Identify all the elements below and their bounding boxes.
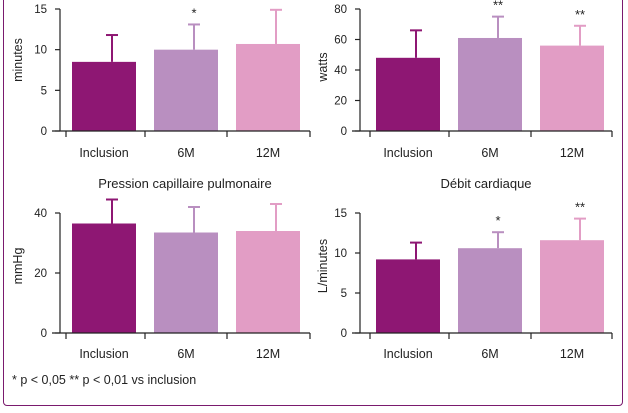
panel1-bar-2 bbox=[154, 49, 218, 131]
panel3-category-label: Inclusion bbox=[79, 347, 128, 361]
panel2-ytick-label: 20 bbox=[334, 96, 347, 108]
panel4-ylabel: L/minutes bbox=[316, 239, 330, 293]
panel4-category-label: 12M bbox=[560, 347, 584, 361]
panel4-bar-1 bbox=[376, 259, 440, 333]
panel1-significance-3: * bbox=[273, 0, 278, 6]
panel2-category-label: 12M bbox=[560, 146, 584, 160]
panel3-category-label: 6M bbox=[177, 347, 194, 361]
panel4-category-label: 6M bbox=[481, 347, 498, 361]
panel4-significance-2: * bbox=[495, 213, 500, 228]
panel4-ytick-label: 15 bbox=[334, 208, 347, 220]
panel3-category-label: 12M bbox=[256, 347, 280, 361]
panel1-ytick-label: 0 bbox=[41, 126, 47, 138]
panel2-ytick-label: 60 bbox=[334, 35, 347, 47]
panel1-ytick-label: 5 bbox=[41, 85, 47, 97]
panel2-bar-1 bbox=[376, 57, 440, 131]
panel2-ytick-label: 40 bbox=[334, 65, 347, 77]
panel3-ylabel: mmHg bbox=[11, 248, 25, 285]
panel2-significance-2: ** bbox=[493, 0, 503, 13]
panel3-ytick-label: 40 bbox=[34, 208, 47, 220]
panel3-bar-1 bbox=[72, 223, 136, 333]
panel2-category-label: 6M bbox=[481, 146, 498, 160]
panel1-significance-2: * bbox=[191, 5, 196, 20]
panel2-bar-3 bbox=[540, 45, 604, 131]
panel4-ytick-label: 10 bbox=[334, 248, 347, 260]
panel1-ytick-label: 10 bbox=[34, 45, 47, 57]
panel1-ytick-label: 15 bbox=[34, 4, 47, 16]
panel4-category-label: Inclusion bbox=[383, 347, 432, 361]
panel1-bar-1 bbox=[72, 61, 136, 131]
panel2-ylabel: watts bbox=[316, 52, 330, 82]
panel3-bar-3 bbox=[236, 231, 300, 333]
panel1-bar-3 bbox=[236, 43, 300, 132]
panel2-bar-2 bbox=[458, 37, 522, 131]
footnote: * p < 0,05 ** p < 0,01 vs inclusion bbox=[12, 373, 197, 387]
panel4-significance-3: ** bbox=[575, 200, 585, 215]
panel4-ytick-label: 5 bbox=[341, 288, 347, 300]
panel4-bar-3 bbox=[540, 240, 604, 333]
panel1-category-label: 6M bbox=[177, 146, 194, 160]
figure-frame bbox=[3, 0, 623, 406]
panel1-category-label: Inclusion bbox=[79, 146, 128, 160]
panel3-bar-2 bbox=[154, 232, 218, 333]
panel1-category-label: 12M bbox=[256, 146, 280, 160]
panel2-ytick-label: 0 bbox=[341, 126, 347, 138]
panel3-ytick-label: 20 bbox=[34, 268, 47, 280]
panel4-ytick-label: 0 bbox=[341, 328, 347, 340]
panel4-title: Débit cardiaque bbox=[440, 176, 531, 191]
panel4-bar-2 bbox=[458, 248, 522, 333]
panel2-ytick-label: 80 bbox=[334, 4, 347, 16]
panel3-title: Pression capillaire pulmonaire bbox=[98, 176, 271, 191]
panel3-ytick-label: 0 bbox=[41, 328, 47, 340]
panel2-category-label: Inclusion bbox=[383, 146, 432, 160]
panel1-ylabel: minutes bbox=[11, 38, 25, 82]
panel2-significance-3: ** bbox=[575, 7, 585, 22]
